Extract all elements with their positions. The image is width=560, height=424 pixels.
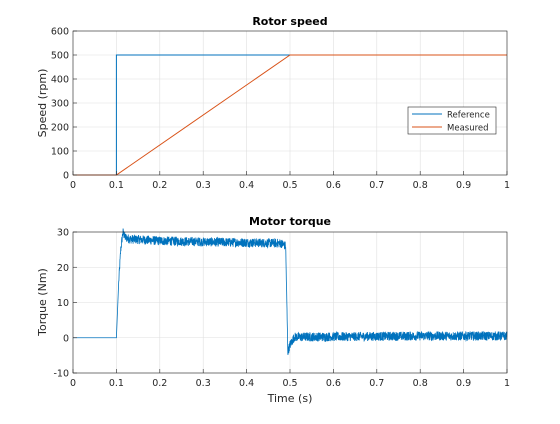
torque-ytick-label: 0 xyxy=(63,333,69,344)
speed-xtick-label: 0 xyxy=(70,180,76,191)
torque-xtick-label: 0.8 xyxy=(413,378,428,389)
speed-xtick-label: 0.2 xyxy=(152,180,167,191)
torque-xtick-label: 1 xyxy=(504,378,510,389)
speed-ytick-label: 100 xyxy=(51,147,69,158)
torque-ytick-label: 20 xyxy=(57,263,69,274)
speed-xtick-label: 0.4 xyxy=(239,180,254,191)
torque-axes: 0 0.1 0.2 0.3 0.4 0.5 0.6 0.7 0.8 0.9 1-100102030 … xyxy=(36,215,510,405)
speed-ylabel: Speed (rpm) xyxy=(36,69,49,138)
torque-ytick-label: -10 xyxy=(53,369,69,380)
torque-xtick-label: 0.6 xyxy=(326,378,341,389)
speed-ytick-label: 600 xyxy=(51,27,69,38)
speed-xtick-label: 0.3 xyxy=(196,180,211,191)
speed-legend-box xyxy=(407,106,497,135)
speed-xtick-label: 0.8 xyxy=(413,180,428,191)
speed-ticks: 0 0.1 0.2 0.3 0.4 0.5 0.6 0.7 0.8 0.9 1 0 100 200 300 4… xyxy=(51,27,510,192)
speed-ytick-label: 500 xyxy=(51,51,69,62)
torque-ylabel: Torque (Nm) xyxy=(36,268,49,337)
torque-xtick-label: 0.4 xyxy=(239,378,254,389)
speed-legend: Reference Measured xyxy=(407,106,497,135)
speed-title: Rotor speed xyxy=(252,15,327,28)
torque-xlabel: Time (s) xyxy=(267,392,313,405)
torque-xtick-label: 0.2 xyxy=(152,378,167,389)
legend-label-reference: Reference xyxy=(447,111,490,121)
torque-xtick-label: 0.1 xyxy=(109,378,124,389)
torque-xtick-label: 0.7 xyxy=(369,378,384,389)
torque-ytick-label: 10 xyxy=(57,298,69,309)
torque-xtick-label: 0.3 xyxy=(196,378,211,389)
speed-xtick-label: 0.5 xyxy=(282,180,297,191)
speed-ytick-label: 300 xyxy=(51,99,69,110)
speed-axes: 0 0.1 0.2 0.3 0.4 0.5 0.6 0.7 0.8 0.9 1 0 100 200 300 4… xyxy=(36,15,510,191)
torque-xtick-label: 0.5 xyxy=(282,378,297,389)
torque-ytick-label: 30 xyxy=(57,228,69,239)
speed-ytick-label: 200 xyxy=(51,123,69,134)
torque-xtick-label: 0.9 xyxy=(456,378,471,389)
speed-ytick-label: 400 xyxy=(51,75,69,86)
speed-xtick-label: 1 xyxy=(504,180,510,191)
speed-xtick-label: 0.9 xyxy=(456,180,471,191)
speed-xtick-label: 0.7 xyxy=(369,180,384,191)
speed-xtick-label: 0.1 xyxy=(109,180,124,191)
legend-label-measured: Measured xyxy=(447,124,489,134)
speed-xtick-label: 0.6 xyxy=(326,180,341,191)
torque-line-series-0 xyxy=(73,228,508,355)
torque-series-group xyxy=(73,228,508,355)
speed-ytick-label: 0 xyxy=(63,171,69,182)
torque-title: Motor torque xyxy=(249,215,331,228)
torque-xtick-label: 0 xyxy=(70,378,76,389)
